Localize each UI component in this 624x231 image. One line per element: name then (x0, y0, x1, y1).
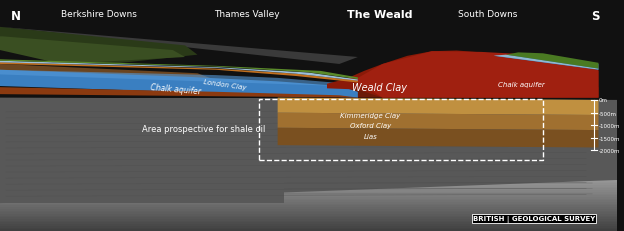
Text: -2000m: -2000m (598, 148, 620, 153)
Polygon shape (0, 229, 617, 231)
Polygon shape (506, 53, 598, 69)
Text: 0m: 0m (598, 98, 608, 103)
Polygon shape (0, 63, 358, 83)
Polygon shape (0, 211, 617, 212)
Text: The Weald: The Weald (347, 10, 412, 20)
Polygon shape (0, 189, 617, 190)
Polygon shape (0, 98, 284, 203)
Text: Lias: Lias (363, 133, 377, 139)
Polygon shape (278, 146, 598, 180)
Text: -500m: -500m (598, 111, 617, 116)
Polygon shape (0, 180, 617, 182)
Polygon shape (0, 61, 358, 81)
Polygon shape (0, 37, 185, 65)
Polygon shape (494, 55, 598, 70)
Polygon shape (0, 195, 617, 197)
Polygon shape (0, 216, 617, 217)
Text: Area prospective for shale oil: Area prospective for shale oil (142, 125, 265, 134)
Polygon shape (0, 228, 617, 229)
Polygon shape (0, 202, 617, 204)
Polygon shape (0, 65, 216, 81)
Polygon shape (494, 55, 598, 70)
Polygon shape (0, 226, 617, 228)
Polygon shape (0, 70, 358, 98)
Polygon shape (278, 128, 598, 148)
Text: Thames Valley: Thames Valley (214, 10, 280, 19)
Polygon shape (0, 28, 197, 65)
Polygon shape (0, 194, 617, 195)
Text: Chalk aquifer: Chalk aquifer (150, 82, 202, 96)
Text: Oxford Clay: Oxford Clay (349, 123, 391, 129)
Polygon shape (0, 70, 339, 87)
Text: N: N (11, 10, 21, 23)
Text: London Clay: London Clay (203, 78, 247, 90)
Polygon shape (0, 88, 358, 98)
Polygon shape (0, 60, 358, 80)
Polygon shape (0, 197, 617, 199)
Bar (259, 99, 543, 161)
Polygon shape (0, 204, 617, 206)
Text: S: S (591, 10, 600, 23)
Polygon shape (0, 219, 617, 221)
Polygon shape (0, 217, 617, 219)
Polygon shape (358, 52, 598, 98)
Polygon shape (0, 201, 617, 202)
Polygon shape (0, 206, 617, 207)
Text: BRITISH | GEOLOGICAL SURVEY: BRITISH | GEOLOGICAL SURVEY (473, 215, 595, 222)
Polygon shape (0, 187, 617, 189)
Polygon shape (0, 192, 617, 194)
Polygon shape (0, 28, 358, 65)
Text: -1000m: -1000m (598, 123, 620, 128)
Polygon shape (0, 199, 617, 201)
Text: Kimmeridge Clay: Kimmeridge Clay (340, 112, 401, 119)
Polygon shape (327, 51, 598, 98)
Text: -1500m: -1500m (598, 136, 620, 141)
Polygon shape (327, 84, 598, 98)
Polygon shape (0, 182, 617, 184)
Text: South Downs: South Downs (458, 10, 517, 19)
Text: Weald Clay: Weald Clay (352, 83, 407, 93)
Polygon shape (0, 221, 617, 222)
Polygon shape (278, 113, 598, 131)
Polygon shape (0, 212, 617, 214)
Text: Chalk aquifer: Chalk aquifer (498, 81, 545, 87)
Polygon shape (0, 98, 617, 203)
Text: Berkshire Downs: Berkshire Downs (61, 10, 137, 19)
Polygon shape (278, 98, 598, 116)
Polygon shape (0, 209, 617, 211)
Polygon shape (0, 224, 617, 226)
Polygon shape (0, 185, 617, 187)
Polygon shape (0, 222, 617, 224)
Polygon shape (0, 190, 617, 192)
Polygon shape (0, 207, 617, 209)
Polygon shape (0, 184, 617, 185)
Polygon shape (0, 214, 617, 216)
